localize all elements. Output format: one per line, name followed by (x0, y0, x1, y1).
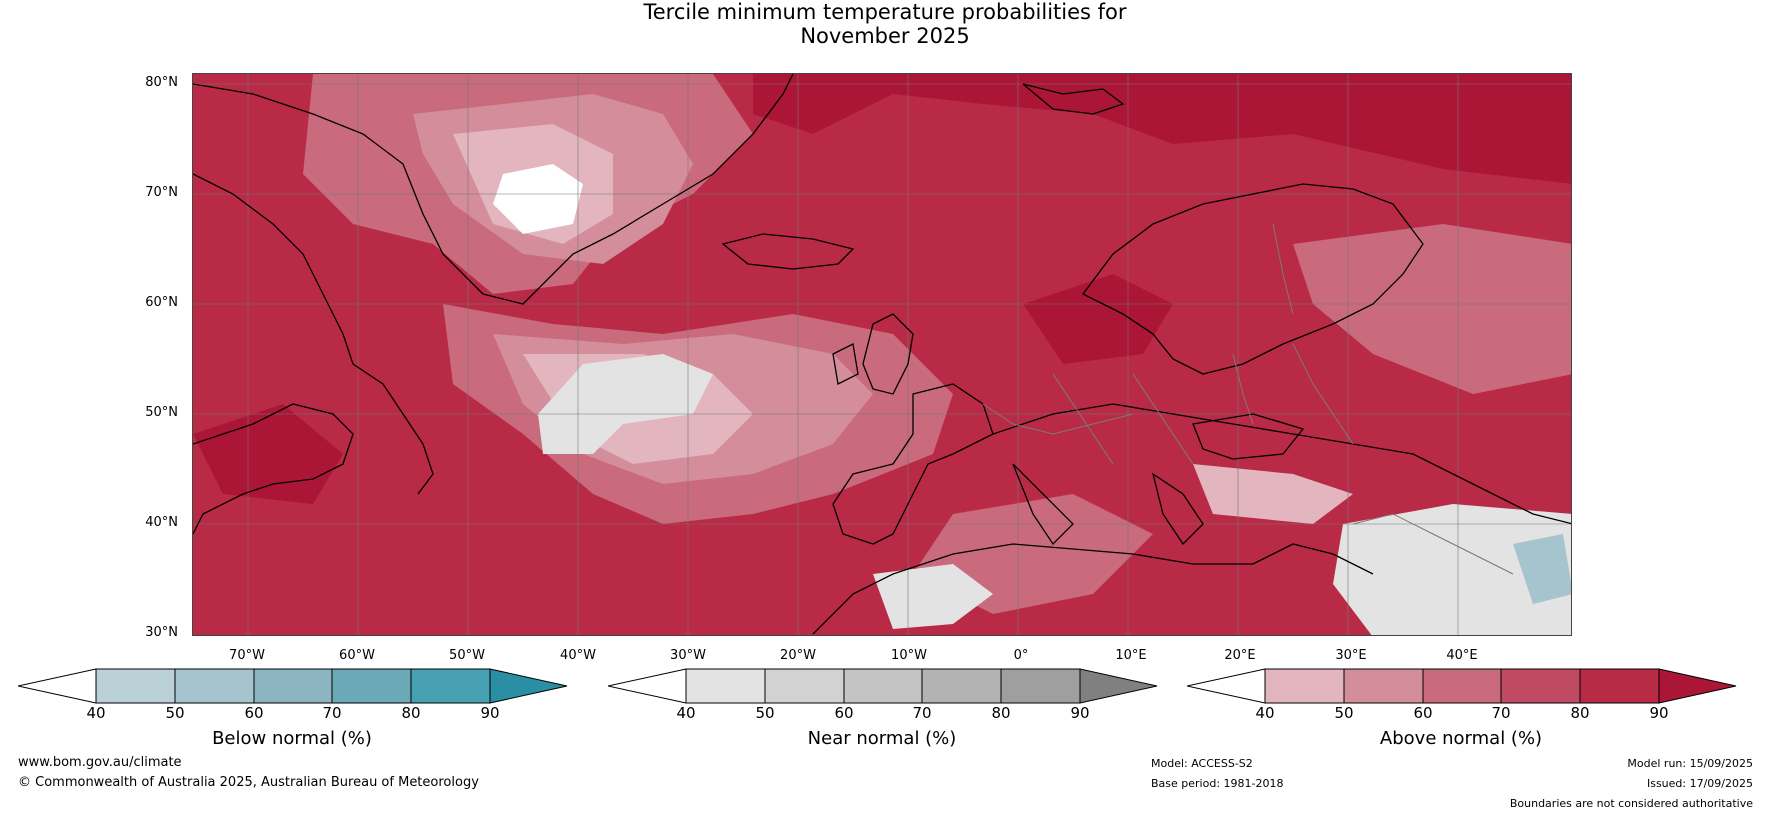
cbar-below-bin (96, 669, 175, 703)
cbar-below-dividers (174, 669, 412, 703)
cbar-above-tick: 40 (1255, 704, 1275, 722)
title-line-1: Tercile minimum temperature probabilitie… (643, 0, 1127, 24)
lon-label-30w: 30°W (670, 648, 706, 663)
issued-text: Issued: 17/09/2025 (1646, 777, 1753, 790)
below-normal-patch (1513, 534, 1571, 604)
cbar-near-label: Near normal (%) (807, 728, 957, 749)
cbar-near-bin (844, 669, 922, 703)
moderate-above-patch (1293, 224, 1571, 394)
lon-label-40w: 40°W (560, 648, 596, 663)
lat-label-70n: 70°N (145, 185, 178, 200)
cbar-above-bin (1265, 669, 1344, 703)
title-line-2: November 2025 (800, 24, 970, 48)
near-normal-patch (1333, 504, 1571, 635)
near-normal-patch (538, 354, 713, 454)
cbar-below-label: Below normal (%) (212, 728, 372, 749)
cbar-above-tick: 90 (1649, 704, 1669, 722)
cbar-near-tick: 70 (912, 704, 932, 722)
lon-label-20w: 20°W (780, 648, 816, 663)
lat-label-80n: 80°N (145, 75, 178, 90)
cbar-below-bin (254, 669, 332, 703)
near-normal-patch (493, 164, 583, 234)
graticule (193, 74, 1571, 635)
strong-above-patch (193, 404, 343, 504)
cbar-above-label: Above normal (%) (1379, 728, 1543, 749)
cbar-above-tick: 80 (1570, 704, 1590, 722)
cbar-above-bin (1501, 669, 1580, 703)
model-text: Model: ACCESS-S2 (1151, 757, 1253, 770)
model-run-text: Model run: 15/09/2025 (1627, 757, 1753, 770)
cbar-above-frame (1264, 668, 1660, 704)
cbar-below-bin (332, 669, 411, 703)
cbar-near-tick: 80 (991, 704, 1011, 722)
cbar-below-tick: 90 (480, 704, 500, 722)
chart-title: Tercile minimum temperature probabilitie… (0, 0, 1770, 48)
cbar-below-frame (95, 668, 491, 704)
website-link[interactable]: www.bom.gov.au/climate (18, 755, 182, 770)
map-svg (193, 74, 1571, 635)
cbar-near-bin (686, 669, 765, 703)
cbar-below-tick: 70 (322, 704, 342, 722)
cbar-below-min-arrow (18, 668, 97, 704)
cbar-above-tick: 60 (1413, 704, 1433, 722)
strong-above-patch (753, 74, 1571, 184)
probability-map (192, 73, 1572, 636)
lon-label-30e: 30°E (1335, 648, 1367, 663)
cbar-above-bin (1344, 669, 1423, 703)
cbar-above-bin (1580, 669, 1659, 703)
cbar-near-min-arrow (608, 668, 687, 704)
cbar-near-max-arrow (1079, 668, 1158, 704)
lon-label-10w: 10°W (891, 648, 927, 663)
cbar-below-bin (175, 669, 254, 703)
lon-label-50w: 50°W (449, 648, 485, 663)
cbar-above-bin (1423, 669, 1501, 703)
lon-label-20e: 20°E (1224, 648, 1256, 663)
country-borders (982, 223, 1514, 575)
cbar-near-tick: 60 (834, 704, 854, 722)
cbar-near-tick: 40 (676, 704, 696, 722)
cbar-near-tick: 50 (755, 704, 775, 722)
cbar-near-tick: 90 (1070, 704, 1090, 722)
cbar-above-min-arrow (1187, 668, 1266, 704)
lat-label-50n: 50°N (145, 405, 178, 420)
strong-above-patch (1023, 274, 1173, 364)
cbar-below-bin (411, 669, 490, 703)
disclaimer-text: Boundaries are not considered authoritat… (1509, 797, 1753, 810)
cbar-near-bin (922, 669, 1001, 703)
base-period-text: Base period: 1981-2018 (1151, 777, 1284, 790)
lon-label-70w: 70°W (229, 648, 265, 663)
cbar-above-dividers (1343, 669, 1581, 703)
cbar-near-dividers (764, 669, 1002, 703)
cbar-below-tick: 50 (165, 704, 185, 722)
cbar-below-tick: 60 (244, 704, 264, 722)
near-normal-patch (873, 564, 993, 629)
copyright-text: © Commonwealth of Australia 2025, Austra… (18, 775, 479, 790)
colorbar-near (608, 668, 1158, 704)
cbar-above-tick: 50 (1334, 704, 1354, 722)
cbar-above-tick: 70 (1491, 704, 1511, 722)
cbar-near-frame (685, 668, 1081, 704)
lat-label-60n: 60°N (145, 295, 178, 310)
lon-label-10e: 10°E (1115, 648, 1147, 663)
cbar-near-bin (765, 669, 844, 703)
cbar-below-max-arrow (489, 668, 568, 704)
cbar-near-bin (1001, 669, 1080, 703)
lon-label-0: 0° (1013, 648, 1029, 663)
faint-above-patch (1193, 464, 1353, 524)
colorbar-above (1187, 668, 1737, 704)
lat-label-30n: 30°N (145, 625, 178, 640)
lon-label-40e: 40°E (1446, 648, 1478, 663)
lat-label-40n: 40°N (145, 515, 178, 530)
cbar-above-max-arrow (1658, 668, 1737, 704)
colorbar-below (18, 668, 568, 704)
cbar-below-tick: 80 (401, 704, 421, 722)
cbar-below-tick: 40 (86, 704, 106, 722)
coastlines (193, 74, 1571, 635)
lon-label-60w: 60°W (339, 648, 375, 663)
